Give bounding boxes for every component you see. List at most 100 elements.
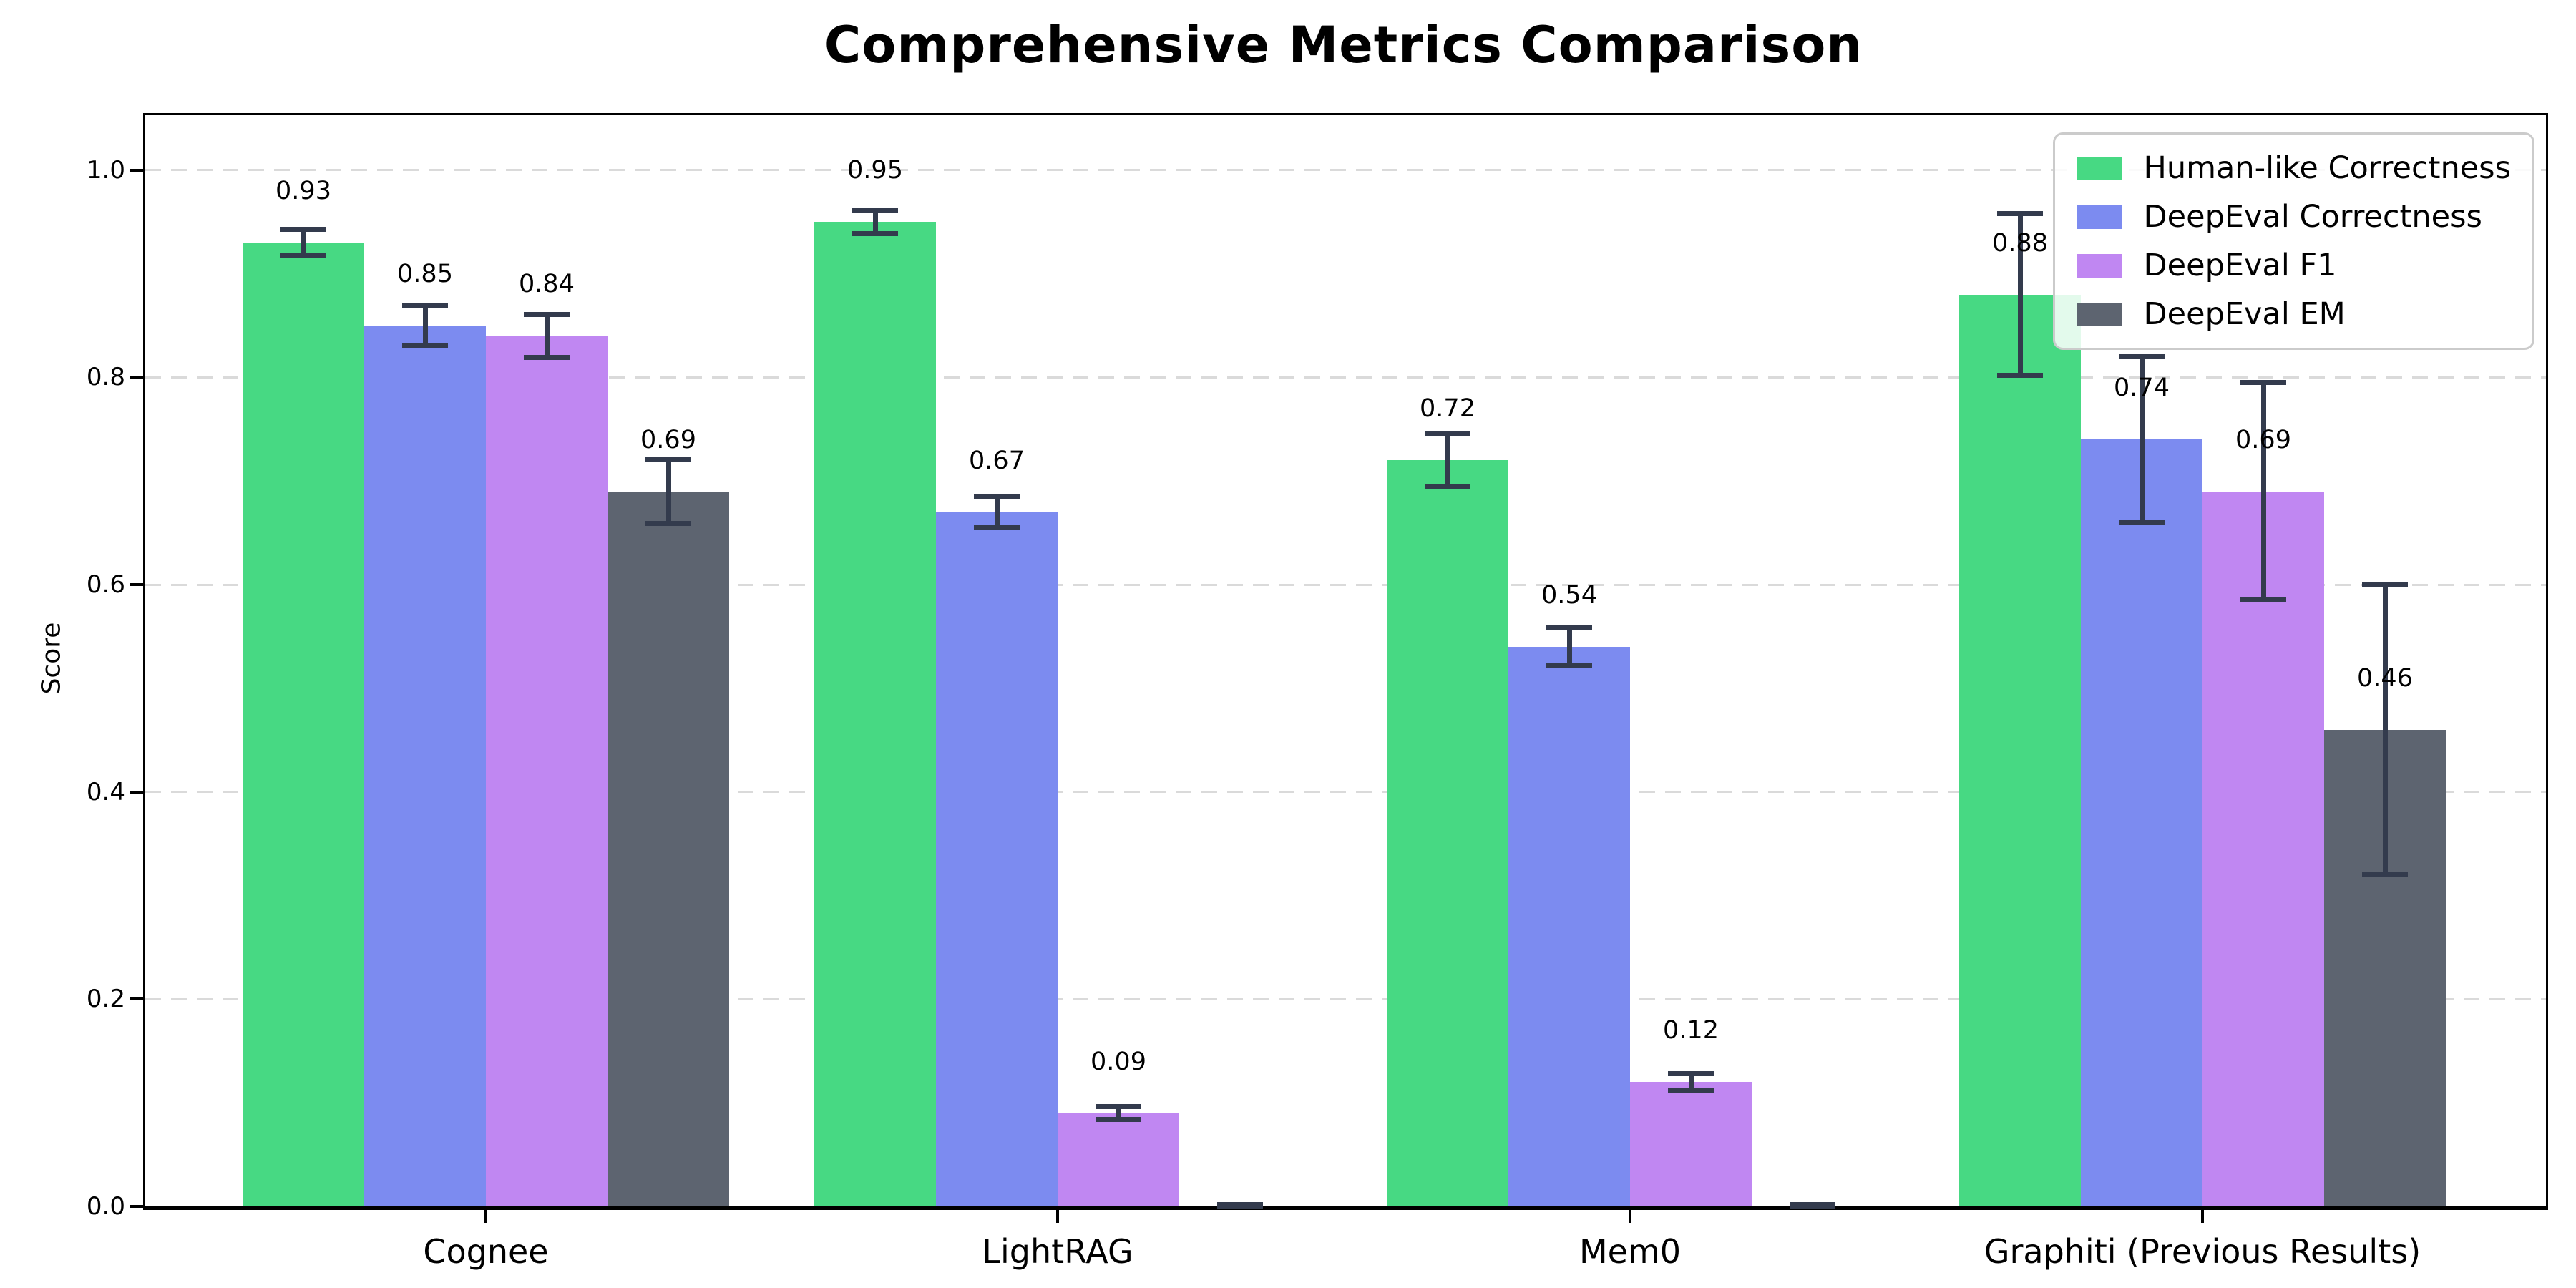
error-bar-cap-bottom — [2119, 519, 2165, 525]
bar-value-label: 0.72 — [1420, 394, 1475, 424]
bar — [936, 512, 1058, 1206]
legend-swatch — [2076, 253, 2122, 278]
legend-row: DeepEval EM — [2076, 296, 2511, 332]
bar — [1387, 460, 1508, 1206]
error-bar-cap-top — [1096, 1104, 1141, 1110]
error-bar-cap-top — [1425, 431, 1470, 436]
bar-value-label: 0.85 — [397, 260, 453, 288]
error-bar — [1116, 1106, 1121, 1120]
bar-value-label: 0.84 — [519, 270, 575, 299]
chart-title: Comprehensive Metrics Comparison — [824, 16, 1863, 74]
bar — [1058, 1113, 1179, 1206]
y-tick-label: 1.0 — [86, 155, 125, 185]
bar-slot: 0.72 — [1387, 115, 1508, 1206]
gridline-0.2 — [145, 997, 2546, 1000]
bar-slot: 0.74 — [2081, 115, 2202, 1206]
error-bar-cap-bottom — [1668, 1088, 1714, 1093]
error-bar — [2382, 585, 2388, 875]
bar — [608, 491, 729, 1206]
bar-group: 0.95 0.67 0.09 — [814, 115, 1301, 1209]
bar-slot: 0.84 — [486, 115, 608, 1206]
x-tick-label: Graphiti (Previous Results) — [1984, 1232, 2421, 1271]
y-axis-label: Score — [36, 622, 67, 695]
error-bar-cap-top — [1997, 211, 2043, 217]
bar-group: 0.93 0.85 0.84 0.69 — [243, 115, 729, 1206]
bar-slot: 0.95 — [814, 115, 936, 1206]
error-bar-cap-bottom — [974, 525, 1020, 530]
error-bar — [544, 314, 550, 358]
error-bar-cap-bottom — [852, 230, 898, 236]
error-bar — [422, 305, 428, 346]
bar — [1630, 1082, 1752, 1206]
bar-group: 0.72 0.54 0.12 — [1387, 115, 1873, 1209]
y-tick-mark — [130, 1205, 143, 1208]
error-bar-cap-bottom — [1997, 373, 2043, 379]
bar-slot — [1179, 115, 1301, 1209]
y-tick-label: 0.0 — [86, 1192, 125, 1221]
error-bar — [2260, 382, 2266, 600]
y-tick-label: 0.2 — [86, 985, 125, 1014]
error-bar-cap-top — [1546, 625, 1592, 631]
bar-slot: 0.93 — [243, 115, 364, 1206]
legend-swatch — [2076, 156, 2122, 180]
error-bar — [665, 459, 671, 524]
bar-group: 0.88 0.74 0.69 0.46 — [1959, 115, 2446, 1206]
error-bar-cap-top — [402, 302, 448, 308]
legend-label: DeepEval EM — [2143, 296, 2346, 332]
bar-slot: 0.69 — [608, 115, 729, 1206]
error-bar-cap-top — [2362, 582, 2408, 587]
bar-value-label: 0.12 — [1663, 1016, 1719, 1045]
bar-slot: 0.54 — [1508, 115, 1630, 1206]
error-bar-cap-bottom — [2362, 872, 2408, 878]
bar-value-label: 0.93 — [275, 177, 331, 206]
error-bar — [2139, 356, 2145, 523]
bar — [1508, 646, 1630, 1206]
bar-slot: 0.09 — [1058, 115, 1179, 1206]
y-tick-mark — [130, 790, 143, 794]
bar-value-label: 0.46 — [2357, 663, 2413, 693]
y-tick-mark — [130, 997, 143, 1001]
x-tick-mark — [1629, 1210, 1631, 1223]
bar-slot: 0.12 — [1630, 115, 1752, 1206]
error-bar — [301, 229, 306, 256]
legend-row: Human-like Correctness — [2076, 150, 2511, 186]
error-bar-cap-bottom — [402, 343, 448, 349]
error-bar — [2017, 213, 2023, 376]
error-bar-cap-top — [852, 208, 898, 213]
bar-slot: 0.46 — [2324, 115, 2446, 1206]
gridline-0.8 — [145, 376, 2546, 379]
legend-label: DeepEval F1 — [2143, 248, 2337, 283]
error-bar-cap-top — [524, 311, 570, 317]
bar-slot: 0.88 — [1959, 115, 2081, 1206]
bar-slot: 0.67 — [936, 115, 1058, 1206]
bar-value-label: 0.95 — [847, 156, 903, 185]
x-tick-label: Cognee — [423, 1232, 549, 1271]
legend-label: Human-like Correctness — [2143, 150, 2511, 186]
y-tick-mark — [130, 376, 143, 379]
error-bar-cap-top — [645, 457, 691, 462]
error-bar-cap-bottom — [1217, 1204, 1263, 1209]
error-bar-cap-top — [974, 494, 1020, 499]
error-bar-cap-top — [280, 226, 326, 232]
legend-swatch — [2076, 302, 2122, 326]
error-bar-cap-bottom — [1790, 1204, 1835, 1209]
bar-value-label: 0.74 — [2114, 374, 2170, 403]
error-bar — [872, 210, 878, 234]
bar-value-label: 0.09 — [1091, 1047, 1146, 1076]
error-bar-cap-top — [1668, 1071, 1714, 1077]
error-bar-cap-bottom — [1096, 1116, 1141, 1122]
bar — [2081, 439, 2202, 1206]
bar — [364, 326, 486, 1206]
x-tick-mark — [484, 1210, 487, 1223]
error-bar-cap-bottom — [645, 521, 691, 527]
x-tick-label: Mem0 — [1579, 1232, 1682, 1271]
error-bar — [1688, 1073, 1694, 1091]
bar — [486, 336, 608, 1206]
error-bar-cap-top — [2119, 353, 2165, 359]
legend-row: DeepEval Correctness — [2076, 199, 2511, 235]
bar — [1959, 294, 2081, 1206]
error-bar-cap-bottom — [280, 253, 326, 259]
error-bar-cap-bottom — [524, 355, 570, 361]
error-bar — [1566, 628, 1572, 666]
